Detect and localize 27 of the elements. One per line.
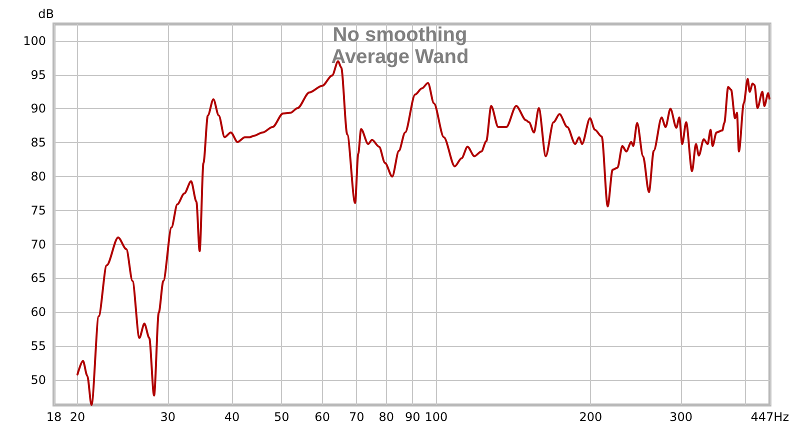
y-axis-title: dB	[38, 7, 54, 21]
x-tick-label: 100	[424, 410, 448, 424]
y-tick-label: 60	[30, 305, 46, 320]
x-tick-label: 70	[349, 410, 364, 424]
x-tick-label: 60	[314, 410, 330, 424]
text: Average Wand	[331, 46, 469, 68]
x-tick-label: 80	[378, 410, 394, 424]
x-tick-label: 200	[579, 410, 602, 424]
y-tick-label: 70	[30, 237, 46, 252]
y-tick-label: 90	[30, 102, 46, 116]
chart-title: No smoothing	[332, 24, 468, 46]
x-tick-label: 18	[46, 410, 62, 424]
y-tick-label: 50	[30, 372, 46, 387]
y-tick-label: 85	[30, 136, 46, 150]
x-tick-label: 40	[224, 410, 240, 424]
x-tick-label: 30	[160, 410, 176, 424]
x-tick-label: 90	[405, 410, 420, 424]
y-tick-label: 75	[30, 203, 46, 218]
y-tick-label: 65	[30, 271, 46, 286]
y-tick-label: 80	[30, 170, 46, 184]
x-tick-label: 300	[670, 410, 692, 424]
x-tick-label: 447Hz	[750, 410, 790, 424]
y-tick-label: 55	[30, 339, 46, 354]
y-tick-label: 100	[23, 34, 46, 48]
y-tick-label: 95	[30, 68, 46, 82]
x-tick-label: 20	[70, 410, 86, 424]
x-tick-label: 50	[274, 410, 290, 424]
